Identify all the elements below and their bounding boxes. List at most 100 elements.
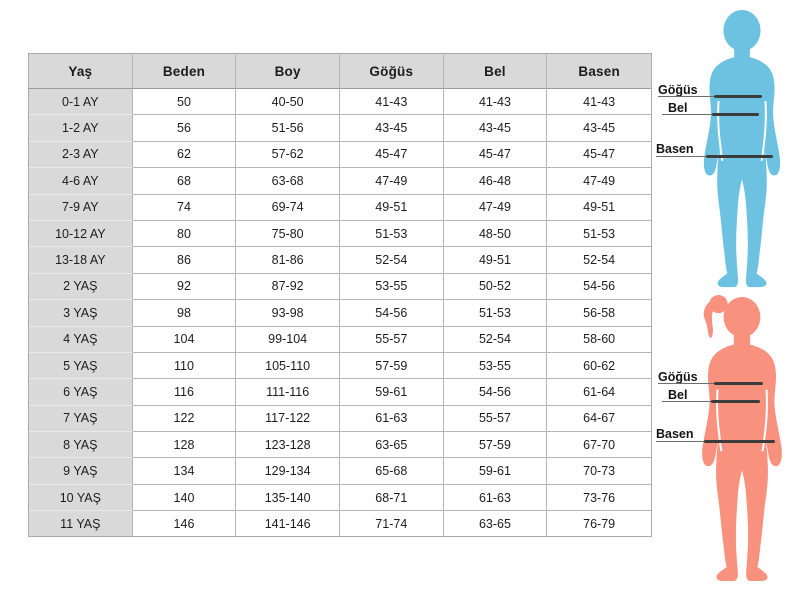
value-cell: 60-62 [547,352,651,380]
child-figure-svg [703,9,781,288]
value-cell: 45-47 [339,141,444,169]
value-cell: 76-79 [547,511,651,536]
age-cell: 11 YAŞ [29,511,133,536]
value-cell: 135-140 [236,484,340,512]
value-cell: 59-61 [443,458,548,485]
ponytail-bun [709,295,728,314]
age-cell: 4 YAŞ [29,326,133,353]
hips-label-text: Basen [656,427,694,441]
value-cell: 45-47 [443,141,548,169]
table-row: 10 YAŞ 140 135-140 68-71 61-63 73-76 [29,484,651,512]
chest-measure-line-blue [714,95,762,98]
value-cell: 61-63 [339,405,444,433]
value-cell: 53-55 [339,273,444,301]
value-cell: 128 [132,432,237,459]
value-cell: 134 [132,458,237,485]
value-cell: 58-60 [547,326,651,353]
waist-label-pink: Bel [668,388,687,402]
value-cell: 51-53 [547,220,651,248]
value-cell: 48-50 [443,220,548,248]
value-cell: 86 [132,247,237,274]
table-row: 2 YAŞ 92 87-92 53-55 50-52 54-56 [29,273,651,301]
age-cell: 3 YAŞ [29,300,133,327]
value-cell: 52-54 [339,247,444,274]
chest-label-text: Göğüs [658,83,698,97]
age-cell: 2 YAŞ [29,273,133,301]
table-row: 7-9 AY 74 69-74 49-51 47-49 49-51 [29,194,651,221]
value-cell: 46-48 [443,168,548,195]
value-cell: 57-59 [443,432,548,459]
size-chart-table: Yaş Beden Boy Göğüs Bel Basen 0-1 AY 50 40-50 41… [28,53,652,537]
value-cell: 53-55 [443,352,548,380]
value-cell: 55-57 [339,326,444,353]
table-body: 0-1 AY 50 40-50 41-43 41-43 41-43 1-2 AY 56 51-5… [29,89,651,536]
value-cell: 41-43 [547,89,651,116]
age-cell: 10 YAŞ [29,484,133,512]
chest-leader-line-blue [658,96,718,97]
value-cell: 43-45 [443,115,548,142]
value-cell: 111-116 [236,379,340,406]
table-row: 3 YAŞ 98 93-98 54-56 51-53 56-58 [29,300,651,327]
age-cell: 6 YAŞ [29,379,133,406]
value-cell: 129-134 [236,458,340,485]
waist-leader-line-blue [662,114,716,115]
value-cell: 68-71 [339,484,444,512]
value-cell: 70-73 [547,458,651,485]
waist-label-text: Bel [668,388,688,402]
hips-leader-line-blue [656,156,710,157]
waist-leader-line-pink [662,401,714,402]
waist-label-text: Bel [668,101,688,115]
chest-label-blue: Göğüs [658,83,698,97]
age-cell: 10-12 AY [29,220,133,248]
age-cell: 7-9 AY [29,194,133,221]
chest-label-text: Göğüs [658,370,698,384]
hips-label-blue: Basen [656,142,694,156]
ponytail-tail [703,299,719,339]
value-cell: 59-61 [339,379,444,406]
value-cell: 54-56 [339,300,444,327]
child-body-shape [703,9,781,288]
age-cell: 7 YAŞ [29,405,133,433]
value-cell: 61-64 [547,379,651,406]
value-cell: 63-65 [339,432,444,459]
arm-gap-lines [716,389,768,452]
waist-label-blue: Bel [668,101,687,115]
hips-measure-line-blue [706,155,773,158]
age-cell: 0-1 AY [29,89,133,116]
table-row: 2-3 AY 62 57-62 45-47 45-47 45-47 [29,141,651,169]
value-cell: 141-146 [236,511,340,536]
chest-leader-line-pink [658,383,718,384]
table-row: 11 YAŞ 146 141-146 71-74 63-65 76-79 [29,511,651,536]
value-cell: 122 [132,405,237,433]
value-cell: 73-76 [547,484,651,512]
hips-measure-line-pink [704,440,775,443]
value-cell: 41-43 [443,89,548,116]
value-cell: 50-52 [443,273,548,301]
hips-label-text: Basen [656,142,694,156]
value-cell: 68 [132,168,237,195]
value-cell: 63-65 [443,511,548,536]
value-cell: 69-74 [236,194,340,221]
column-header-4: Bel [443,54,548,89]
value-cell: 52-54 [547,247,651,274]
table-row: 6 YAŞ 116 111-116 59-61 54-56 61-64 [29,379,651,406]
table-row: 4-6 AY 68 63-68 47-49 46-48 47-49 [29,168,651,195]
table-row: 5 YAŞ 110 105-110 57-59 53-55 60-62 [29,352,651,380]
value-cell: 43-45 [339,115,444,142]
value-cell: 75-80 [236,220,340,248]
value-cell: 47-49 [547,168,651,195]
value-cell: 140 [132,484,237,512]
table-row: 0-1 AY 50 40-50 41-43 41-43 41-43 [29,89,651,116]
column-header-0: Yaş [29,54,133,89]
column-header-1: Beden [132,54,237,89]
value-cell: 87-92 [236,273,340,301]
value-cell: 51-56 [236,115,340,142]
age-cell: 4-6 AY [29,168,133,195]
chest-label-pink: Göğüs [658,370,698,384]
age-cell: 5 YAŞ [29,352,133,380]
value-cell: 80 [132,220,237,248]
value-cell: 104 [132,326,237,353]
value-cell: 65-68 [339,458,444,485]
value-cell: 93-98 [236,300,340,327]
